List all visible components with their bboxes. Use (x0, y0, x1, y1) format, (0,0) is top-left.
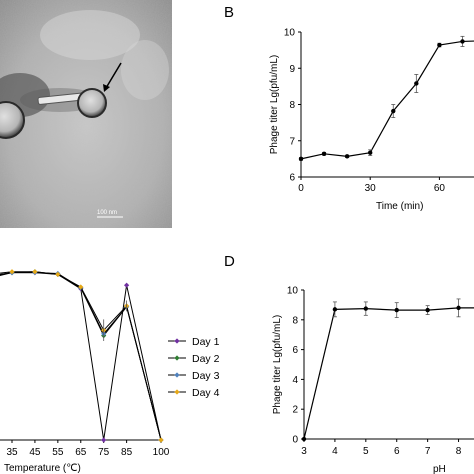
data-point-b (368, 150, 373, 155)
data-point-c (101, 437, 107, 443)
x-tick-label-b: 30 (365, 183, 377, 194)
x-axis-label-b: Time (min) (376, 201, 423, 212)
legend-label-c: Day 3 (192, 370, 220, 382)
series-line-c (0, 272, 162, 441)
y-axis-label-d: Phage titer Lg(pfu/mL) (272, 315, 283, 415)
x-tick-label-d: 3 (301, 446, 307, 457)
x-tick-label-c: 85 (121, 447, 133, 458)
data-point-c (9, 269, 15, 275)
chart-c: 35 45 55 65 75 85 100 Temperature (℃) Day 1 Day 2… (0, 269, 220, 474)
x-tick-label-d: 5 (363, 446, 369, 457)
data-point-b (437, 42, 442, 48)
data-point-b (298, 156, 304, 162)
data-point-d (332, 307, 338, 312)
data-point-d (456, 305, 461, 311)
scale-bar-label: 100 nm (97, 210, 117, 216)
x-tick-label-c: 55 (52, 447, 64, 458)
y-tick-label-b: 9 (289, 64, 295, 75)
y-tick-label-b: 10 (284, 28, 296, 39)
y-tick-label-b: 7 (289, 136, 295, 147)
chart-d: 0 2 4 6 8 10 3 4 5 6 7 8 pH Phage titer Lg(pfu/mL) (272, 286, 474, 474)
legend-marker-c (174, 372, 180, 378)
legend-marker-c (174, 389, 180, 395)
x-tick-label-d: 8 (456, 446, 462, 457)
series-line-c (0, 272, 162, 441)
data-point-d (301, 436, 307, 442)
series-line-c (0, 271, 162, 441)
x-tick-label-c: 75 (98, 447, 110, 458)
legend-label-c: Day 2 (192, 353, 220, 365)
data-point-d (394, 307, 399, 313)
panel-letter-d: D (224, 253, 235, 270)
series-line-d (303, 307, 474, 440)
x-tick-label-b: 0 (298, 183, 304, 194)
x-tick-label-c: 35 (6, 447, 18, 458)
legend-marker-c (174, 338, 180, 344)
x-axis-label-d: pH (433, 464, 446, 474)
data-point-c (55, 271, 61, 277)
y-tick-label-d: 8 (292, 315, 298, 326)
series-line-b (300, 40, 474, 160)
series-line-c (0, 271, 162, 441)
data-point-c (124, 282, 130, 288)
data-point-c (158, 437, 164, 443)
y-tick-label-d: 10 (287, 286, 299, 297)
data-point-b (460, 39, 465, 44)
y-tick-label-d: 0 (292, 435, 298, 446)
y-tick-label-b: 6 (289, 173, 295, 184)
y-tick-label-b: 8 (289, 100, 295, 111)
legend-label-c: Day 4 (192, 387, 220, 399)
x-tick-label-d: 6 (394, 446, 400, 457)
legend-label-c: Day 1 (192, 336, 220, 348)
x-axis-label-c: Temperature (℃) (4, 463, 81, 474)
y-axis-label-b: Phage titer Lg(pfu/mL) (269, 55, 280, 155)
data-point-b (321, 151, 327, 156)
chart-b: 6 7 8 9 10 0 30 60 Time (min) Phage titer Lg(pfu/… (269, 28, 474, 212)
x-tick-label-d: 7 (425, 446, 431, 457)
y-tick-label-d: 6 (292, 345, 298, 356)
x-tick-label-b: 60 (434, 183, 446, 194)
data-point-b (391, 108, 396, 114)
electron-micrograph: 100 nm (0, 0, 172, 228)
y-tick-label-d: 4 (292, 375, 298, 386)
data-point-d (363, 306, 369, 311)
x-tick-label-d: 4 (332, 446, 338, 457)
data-point-b (344, 154, 350, 159)
data-point-b (414, 81, 419, 86)
x-tick-label-c: 100 (153, 447, 170, 458)
data-point-c (78, 284, 84, 290)
panel-letter-b: B (224, 4, 234, 21)
data-point-c (32, 269, 38, 275)
y-tick-label-d: 2 (292, 405, 298, 416)
legend-marker-c (174, 355, 180, 361)
x-tick-label-c: 45 (29, 447, 41, 458)
x-tick-label-c: 65 (75, 447, 87, 458)
data-point-d (425, 307, 430, 313)
